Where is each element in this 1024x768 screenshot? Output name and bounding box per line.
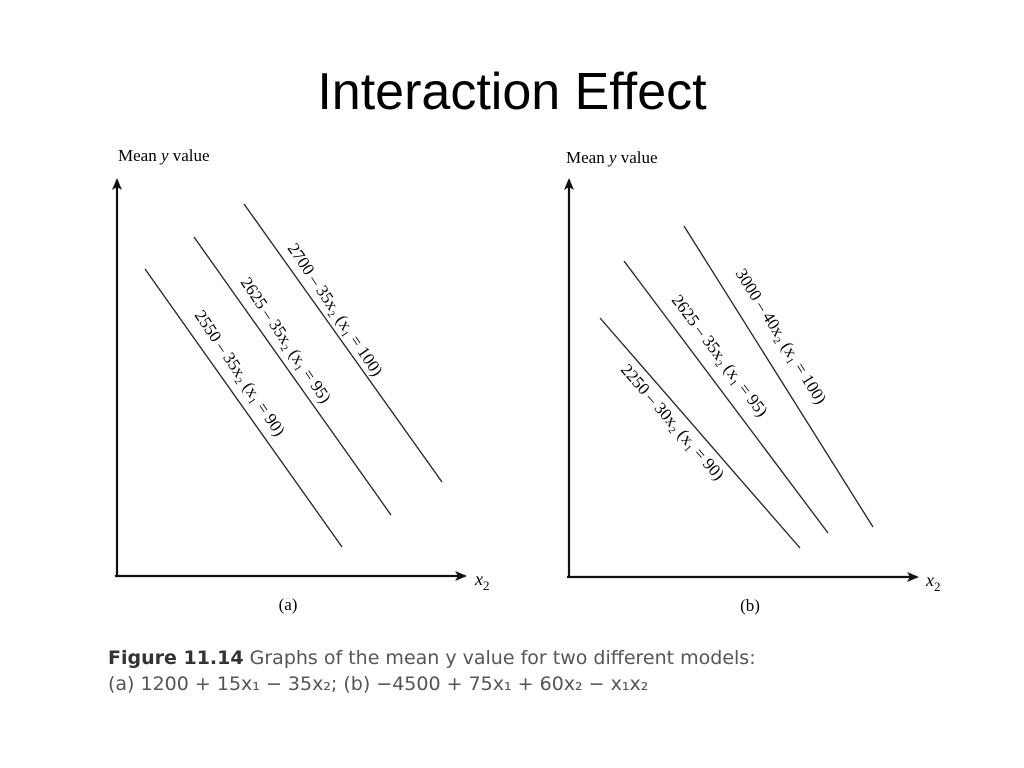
panel-b-y-axis-label: Mean y value	[566, 148, 658, 167]
panel-b-line-label-x1-90: 2250 – 30x₂ (x₁ = 90)	[617, 360, 728, 484]
slide-title: Interaction Effect	[317, 63, 707, 121]
panel-a: Mean y value x2 (a) 2700 – 35x₂ (x₁ = 10…	[112, 146, 490, 614]
panel-a-y-axis-label: Mean y value	[118, 146, 210, 165]
panel-b-x-axis-label: x2	[925, 570, 941, 594]
caption-line-2: (a) 1200 + 15x₁ − 35x₂; (b) −4500 + 75x₁…	[108, 673, 649, 695]
figure-caption: Figure 11.14 Graphs of the mean y value …	[108, 645, 756, 697]
caption-line-1: Figure 11.14 Graphs of the mean y value …	[108, 645, 756, 671]
panel-a-x-axis-label: x2	[474, 569, 490, 593]
panel-b-line-x1-90	[599, 317, 801, 549]
panel-a-line-x1-95	[193, 236, 392, 516]
panel-a-line-x1-100	[243, 203, 443, 483]
panel-a-label: (a)	[279, 595, 298, 614]
caption-text-1: Graphs of the mean y value for two diffe…	[249, 647, 756, 669]
caption-figure-label: Figure 11.14	[108, 647, 244, 669]
panel-b-label: (b)	[740, 596, 760, 615]
panel-b: Mean y value x2 (b) 3000 – 40x₂ (x₁ = 10…	[564, 148, 941, 615]
panel-b-line-x1-100	[683, 225, 874, 528]
panel-a-line-x1-90	[144, 268, 343, 548]
panel-b-line-x1-95	[623, 260, 829, 534]
